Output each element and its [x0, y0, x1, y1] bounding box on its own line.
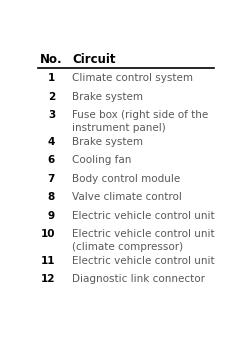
Text: Electric vehicle control unit: Electric vehicle control unit — [72, 256, 215, 265]
Text: 1: 1 — [48, 74, 55, 83]
Text: Cooling fan: Cooling fan — [72, 155, 132, 165]
Text: 7: 7 — [48, 174, 55, 184]
Text: 2: 2 — [48, 92, 55, 102]
Text: 4: 4 — [48, 137, 55, 147]
Text: Body control module: Body control module — [72, 174, 180, 184]
Text: No.: No. — [40, 53, 62, 66]
Text: 8: 8 — [48, 192, 55, 202]
Text: Fuse box (right side of the
instrument panel): Fuse box (right side of the instrument p… — [72, 110, 208, 133]
Text: Electric vehicle control unit
(climate compressor): Electric vehicle control unit (climate c… — [72, 229, 215, 252]
Text: Brake system: Brake system — [72, 137, 143, 147]
Text: Valve climate control: Valve climate control — [72, 192, 182, 202]
Text: 6: 6 — [48, 155, 55, 165]
Text: Circuit: Circuit — [72, 53, 116, 66]
Text: 10: 10 — [41, 229, 55, 239]
Text: Climate control system: Climate control system — [72, 74, 193, 83]
Text: 12: 12 — [41, 274, 55, 284]
Text: Brake system: Brake system — [72, 92, 143, 102]
Text: Electric vehicle control unit: Electric vehicle control unit — [72, 210, 215, 221]
Text: 9: 9 — [48, 210, 55, 221]
Text: 3: 3 — [48, 110, 55, 120]
Text: Diagnostic link connector: Diagnostic link connector — [72, 274, 205, 284]
Text: 11: 11 — [41, 256, 55, 265]
